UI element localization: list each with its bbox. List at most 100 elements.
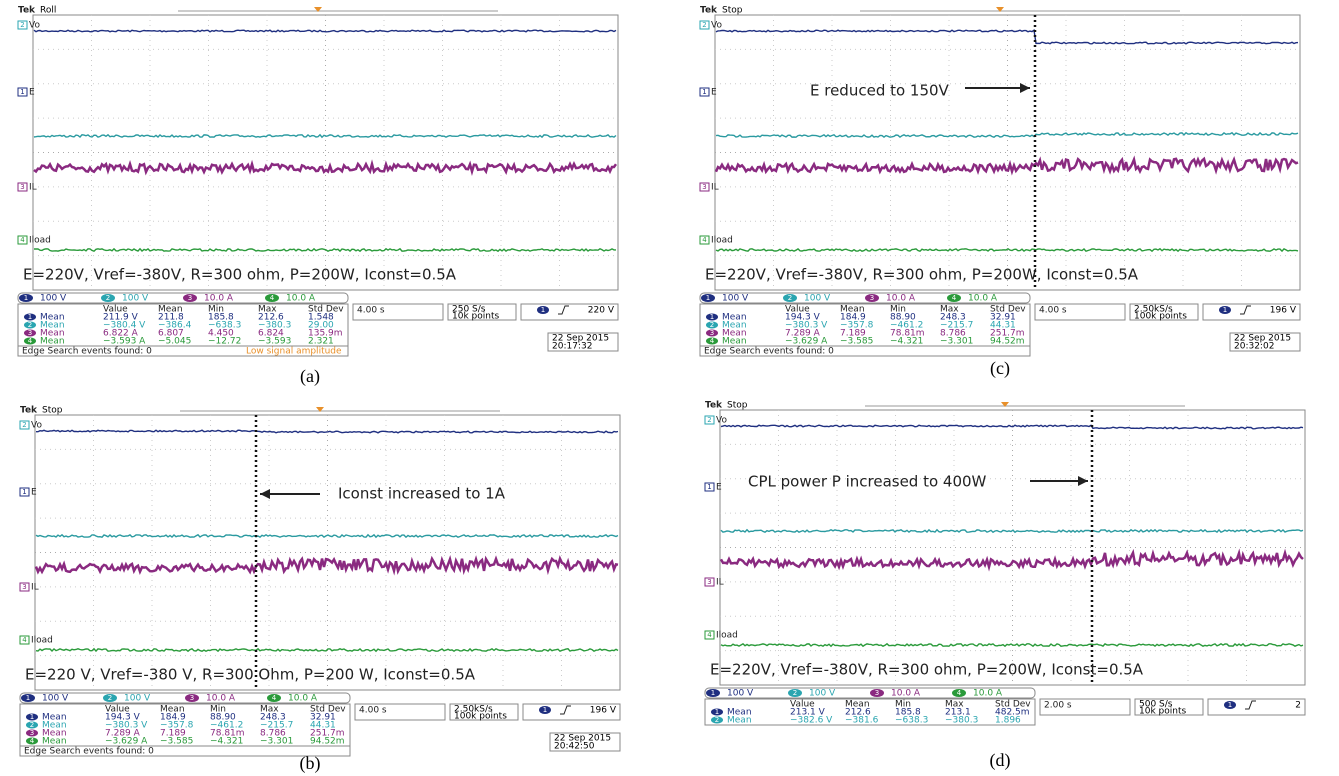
- badge-number: 2: [710, 321, 714, 329]
- channel-number: 2: [20, 21, 24, 29]
- acq-mode: Roll: [40, 6, 56, 16]
- badge-number: 4: [28, 337, 33, 345]
- scale-text: 100 V: [40, 294, 67, 304]
- channel-number: 1: [702, 88, 706, 96]
- trigger-level: 2: [1295, 701, 1301, 711]
- badge-number: 1: [1228, 701, 1232, 709]
- badge-number: 2: [715, 716, 719, 724]
- badge-number: 4: [710, 337, 715, 345]
- scale-text: 10.0 A: [891, 689, 921, 699]
- channel-label: E: [31, 488, 37, 498]
- table-cell: −3.585: [160, 737, 193, 747]
- channel-label: E: [711, 88, 717, 98]
- channel-number: 1: [707, 483, 711, 491]
- scale-text: 10.0 A: [968, 294, 998, 304]
- record-length: 10k points: [452, 312, 499, 322]
- condition: E=220V, Vref=-380V, R=300 ohm, P=200W, I…: [705, 266, 1139, 284]
- channel-label: Iload: [716, 631, 738, 641]
- brand: Tek: [700, 6, 718, 16]
- timebase: 4.00 s: [357, 306, 385, 316]
- scale-text: 100 V: [124, 694, 151, 704]
- badge-number: 1: [541, 306, 545, 314]
- channel-label: IL: [31, 583, 39, 593]
- channel-number: 3: [702, 183, 706, 191]
- timebase: 4.00 s: [359, 706, 387, 716]
- scale-text: 100 V: [42, 694, 69, 704]
- graticule: [33, 15, 618, 290]
- channel-number: 1: [22, 488, 26, 496]
- timebase: 2.00 s: [1044, 701, 1072, 711]
- table-cell: −4.321: [890, 337, 923, 347]
- table-cell: 94.52m: [310, 737, 345, 747]
- badge-number: 1: [706, 294, 710, 302]
- badge-number: 4: [270, 294, 275, 302]
- warning: Low signal amplitude: [246, 347, 342, 357]
- time: 20:42:50: [554, 742, 595, 752]
- badge-number: 1: [26, 694, 30, 702]
- trigger-level: 220 V: [588, 306, 615, 316]
- table-cell: −380.3: [945, 716, 978, 726]
- brand: Tek: [705, 401, 723, 411]
- caption: (c): [990, 358, 1010, 379]
- caption: (a): [300, 366, 320, 387]
- table-cell: −3.629 A: [105, 737, 148, 747]
- channel-number: 2: [702, 21, 706, 29]
- channel-label: Iload: [29, 236, 51, 246]
- badge-number: 3: [30, 729, 34, 737]
- time: 20:32:02: [1234, 342, 1274, 352]
- annotation: CPL power P increased to 400W: [748, 473, 987, 491]
- badge-number: 4: [30, 737, 35, 745]
- channel-number: 2: [22, 421, 26, 429]
- timebase: 4.00 s: [1039, 306, 1067, 316]
- edge-search: Edge Search events found: 0: [704, 347, 834, 357]
- channel-number: 2: [707, 416, 711, 424]
- table-cell: −4.321: [210, 737, 243, 747]
- scale-text: 100 V: [809, 689, 836, 699]
- table-cell: −381.6: [845, 716, 879, 726]
- stat-name: Mean: [722, 337, 747, 347]
- caption: (b): [300, 753, 321, 774]
- channel-label: Iload: [711, 236, 733, 246]
- badge-number: 2: [788, 294, 792, 302]
- scale-text: 100 V: [122, 294, 149, 304]
- badge-number: 3: [190, 694, 194, 702]
- table-cell: 1.896: [995, 716, 1021, 726]
- channel-label: E: [29, 88, 35, 98]
- scale-text: 10.0 A: [288, 694, 318, 704]
- channel-label: IL: [716, 578, 724, 588]
- annotation: Iconst increased to 1A: [338, 485, 506, 503]
- badge-number: 1: [28, 313, 32, 321]
- channel-label: Vo: [31, 421, 42, 431]
- condition: E=220V, Vref=-380V, R=300 ohm, P=200W, I…: [23, 266, 457, 284]
- channel-number: 4: [707, 631, 712, 639]
- channel-number: 4: [20, 236, 25, 244]
- badge-number: 2: [106, 294, 110, 302]
- table-cell: −382.6 V: [790, 716, 833, 726]
- table-cell: 94.52m: [990, 337, 1025, 347]
- channel-number: 4: [22, 636, 27, 644]
- badge-number: 1: [710, 313, 714, 321]
- table-cell: −3.629 A: [785, 337, 828, 347]
- badge-number: 3: [188, 294, 192, 302]
- scale-text: 10.0 A: [206, 694, 236, 704]
- badge-number: 1: [30, 713, 34, 721]
- badge-number: 1: [1223, 306, 1227, 314]
- table-cell: −3.301: [260, 737, 293, 747]
- channel-number: 3: [707, 578, 711, 586]
- condition: E=220 V, Vref=-380 V, R=300 Ohm, P=200 W…: [25, 666, 476, 684]
- channel-number: 4: [702, 236, 707, 244]
- badge-number: 3: [28, 329, 32, 337]
- scale-text: 10.0 A: [973, 689, 1003, 699]
- channel-label: Vo: [29, 21, 40, 31]
- table-cell: −638.3: [895, 716, 928, 726]
- channel-label: Vo: [716, 416, 727, 426]
- channel-label: IL: [29, 183, 37, 193]
- record-length: 100k points: [1134, 312, 1187, 322]
- condition: E=220V, Vref=-380V, R=300 ohm, P=200W, I…: [710, 661, 1144, 679]
- figure: TekRoll2Vo1E3IL4IloadE=220V, Vref=-380V,…: [0, 0, 1339, 776]
- scale-text: 100 V: [727, 689, 754, 699]
- badge-number: 4: [272, 694, 277, 702]
- table-cell: −12.72: [208, 337, 241, 347]
- stat-name: Mean: [40, 337, 65, 347]
- badge-number: 2: [28, 321, 32, 329]
